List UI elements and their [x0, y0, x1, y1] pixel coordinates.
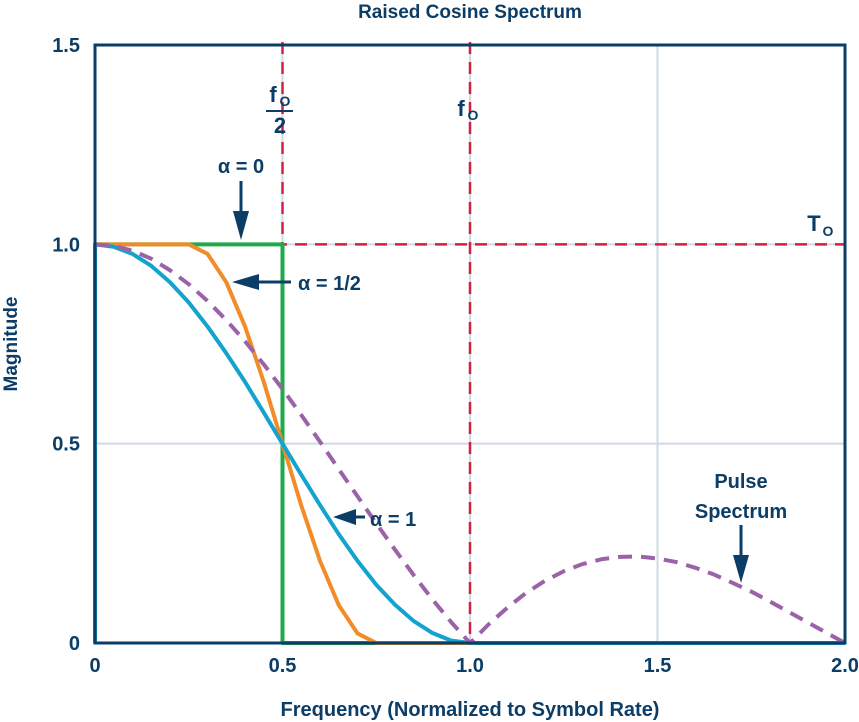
svg-text:Spectrum: Spectrum	[695, 501, 787, 523]
x-tick-label: 0	[89, 655, 100, 677]
to-label: T O	[807, 211, 833, 239]
chart-title: Raised Cosine Spectrum	[358, 2, 582, 23]
series-alpha-half	[93, 242, 845, 645]
y-tick-label: 0.5	[52, 434, 80, 456]
svg-text:f: f	[269, 82, 277, 107]
y-axis-label: Magnitude	[1, 297, 22, 392]
svg-text:f: f	[457, 96, 465, 121]
svg-text:α = 1/2: α = 1/2	[298, 273, 361, 295]
x-tick-label: 1.5	[644, 655, 672, 677]
svg-text:O: O	[468, 107, 479, 123]
x-tick-label: 1.0	[456, 655, 484, 677]
plot-frame	[93, 43, 847, 645]
svg-text:O: O	[280, 93, 291, 109]
fo-label: f O	[457, 96, 478, 123]
annotation-alpha-1: α = 1	[333, 509, 416, 531]
svg-text:Pulse: Pulse	[714, 471, 767, 493]
x-axis-label: Frequency (Normalized to Symbol Rate)	[281, 699, 660, 721]
x-tick-label: 2.0	[831, 655, 859, 677]
y-tick-label: 1.0	[52, 234, 80, 256]
annotation-alpha-0: α = 0	[218, 156, 264, 240]
svg-text:2: 2	[274, 113, 286, 138]
svg-text:T: T	[807, 211, 821, 236]
annotation-alpha-half: α = 1/2	[232, 273, 361, 295]
x-tick-label: 0.5	[269, 655, 297, 677]
fo-half-label: f O 2	[266, 82, 293, 138]
series-alpha-1	[93, 242, 845, 645]
y-tick-label: 0	[69, 633, 80, 655]
annotation-pulse-spectrum: Pulse Spectrum	[695, 471, 787, 583]
svg-text:α = 1: α = 1	[370, 509, 416, 531]
svg-text:O: O	[823, 223, 834, 239]
svg-text:α = 0: α = 0	[218, 156, 264, 178]
y-tick-label: 1.5	[52, 35, 80, 57]
